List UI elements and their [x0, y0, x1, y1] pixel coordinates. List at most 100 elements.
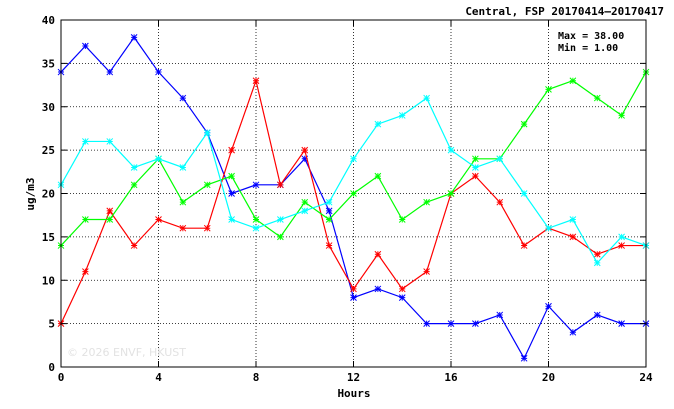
data-point [106, 68, 114, 76]
max-label: Max = 38.00 [558, 31, 624, 42]
data-point [472, 164, 479, 171]
data-point [301, 198, 309, 206]
data-point [155, 68, 162, 76]
data-point [472, 172, 479, 180]
data-point [593, 94, 601, 102]
copyright-watermark: © 2026 ENVF, HKUST [67, 346, 186, 359]
data-point [520, 190, 528, 197]
y-tick-label: 15 [42, 231, 55, 244]
data-point [301, 155, 309, 163]
data-point [593, 311, 601, 319]
x-axis-label: Hours [337, 387, 370, 400]
data-point [130, 242, 138, 249]
data-point [618, 242, 625, 249]
x-tick-label: 0 [58, 371, 65, 384]
data-point [520, 354, 528, 362]
y-tick-label: 0 [48, 361, 55, 374]
data-point [569, 216, 577, 223]
data-point [82, 216, 89, 223]
data-point [277, 216, 284, 223]
data-point [569, 328, 577, 336]
data-point [301, 146, 309, 154]
data-point [277, 181, 284, 189]
data-point [545, 302, 552, 310]
x-tick-label: 20 [542, 371, 555, 384]
x-tick-label: 4 [155, 371, 162, 384]
data-point [569, 77, 577, 85]
y-tick-label: 20 [42, 188, 55, 201]
x-tick-label: 8 [253, 371, 260, 384]
data-point [593, 259, 601, 267]
data-point [618, 233, 625, 241]
data-point [447, 146, 455, 154]
data-point [374, 120, 382, 128]
y-tick-label: 30 [42, 101, 55, 114]
data-point [325, 216, 333, 223]
data-point [203, 181, 211, 189]
data-point [545, 86, 552, 93]
data-point [423, 268, 430, 275]
data-point [203, 129, 211, 137]
data-point [252, 224, 260, 232]
data-point [350, 294, 357, 301]
y-tick-label: 25 [42, 144, 55, 157]
data-point [277, 233, 284, 241]
data-point [203, 224, 211, 232]
data-point [179, 94, 187, 102]
data-point [520, 242, 528, 249]
data-point [618, 320, 625, 327]
data-point [301, 207, 309, 215]
data-point [325, 207, 333, 215]
chart-title: Central, FSP 20170414–20170417 [465, 5, 664, 18]
min-label: Min = 1.00 [558, 42, 618, 54]
data-point [545, 224, 552, 232]
data-point [423, 94, 430, 102]
data-point [520, 120, 528, 128]
data-point [106, 216, 114, 223]
data-point [398, 285, 406, 293]
axis-ticks: 0 4 8 12 16 20 24 0 5 10 15 20 25 30 35 40 [42, 14, 653, 384]
data-point [350, 190, 357, 197]
y-tick-label: 5 [48, 318, 55, 331]
data-point [472, 155, 479, 163]
data-point [179, 164, 187, 171]
data-point [496, 198, 504, 206]
y-axis-label: ug/m3 [24, 177, 37, 210]
data-point [228, 216, 235, 223]
data-point [374, 172, 382, 180]
data-point [228, 146, 235, 154]
y-tick-label: 10 [42, 274, 55, 287]
data-point [252, 216, 260, 223]
data-point [618, 112, 625, 119]
data-point [350, 155, 357, 163]
data-point [106, 138, 114, 145]
data-point [374, 285, 382, 293]
x-tick-label: 12 [347, 371, 360, 384]
data-point [228, 190, 235, 197]
y-tick-label: 40 [42, 14, 55, 27]
x-tick-label: 16 [444, 371, 458, 384]
data-point [398, 294, 406, 301]
data-point [569, 233, 577, 241]
data-point [130, 164, 138, 171]
data-point [252, 77, 260, 85]
data-point [472, 320, 479, 327]
y-tick-label: 35 [42, 57, 55, 70]
data-point [179, 198, 187, 206]
data-point [130, 33, 138, 41]
data-point [350, 285, 357, 293]
data-point [447, 320, 455, 327]
data-point [423, 198, 430, 206]
data-point [82, 42, 89, 50]
data-point [496, 155, 504, 163]
data-point [228, 172, 235, 180]
data-point [447, 190, 455, 197]
data-point [106, 207, 114, 215]
data-point [155, 155, 162, 163]
data-point [179, 224, 187, 232]
data-point [398, 216, 406, 223]
data-point [593, 250, 601, 258]
data-point [496, 311, 504, 319]
data-point [82, 138, 89, 145]
